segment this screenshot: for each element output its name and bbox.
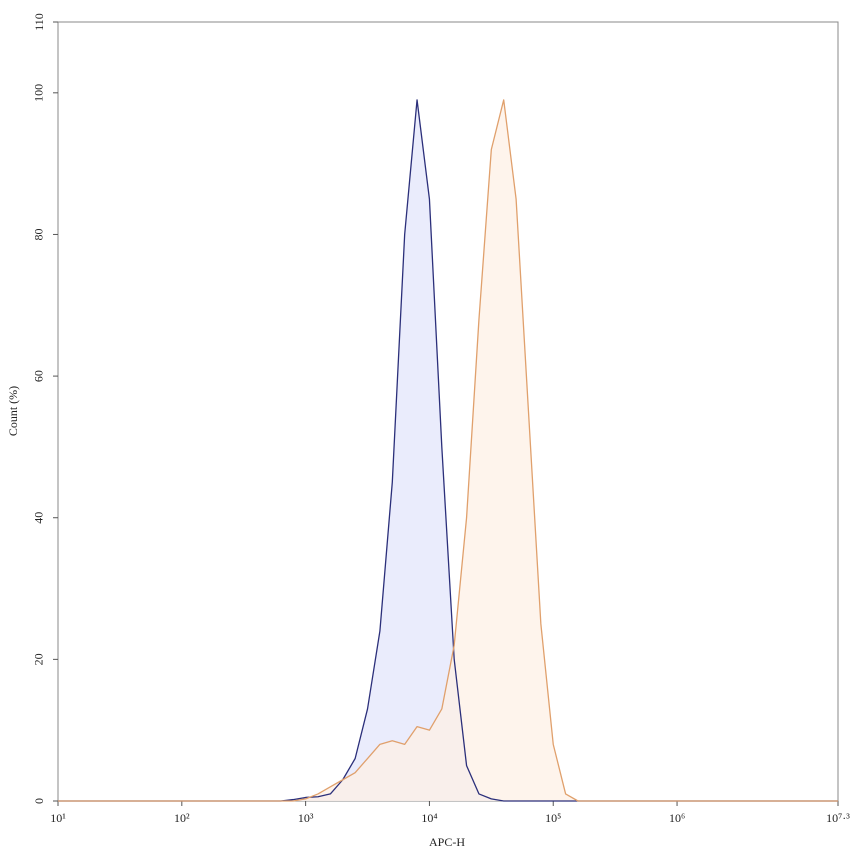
area-fill: [58, 99, 838, 801]
x-tick-label: 10⁶: [669, 811, 685, 825]
y-tick-label: 60: [32, 370, 46, 382]
y-tick-label: 80: [32, 228, 46, 240]
y-axis-label: Count (%): [6, 386, 20, 436]
histogram-line: [58, 99, 838, 802]
x-tick-label: 10⁴: [421, 811, 437, 825]
x-axis-label: APC-H: [429, 835, 465, 849]
y-tick-label: 110: [32, 13, 46, 31]
y-tick-label: 40: [32, 512, 46, 524]
y-tick-label: 0: [32, 798, 46, 804]
x-tick-label: 10³: [298, 811, 314, 825]
x-tick-label: 10²: [174, 811, 190, 825]
x-tick-label: 10⁵: [545, 811, 561, 825]
y-tick-label: 20: [32, 653, 46, 665]
histogram-line: [58, 99, 838, 802]
y-tick-label: 100: [32, 84, 46, 102]
x-tick-label: 10¹: [50, 811, 66, 825]
x-tick-label: 10⁷·³: [826, 811, 850, 825]
